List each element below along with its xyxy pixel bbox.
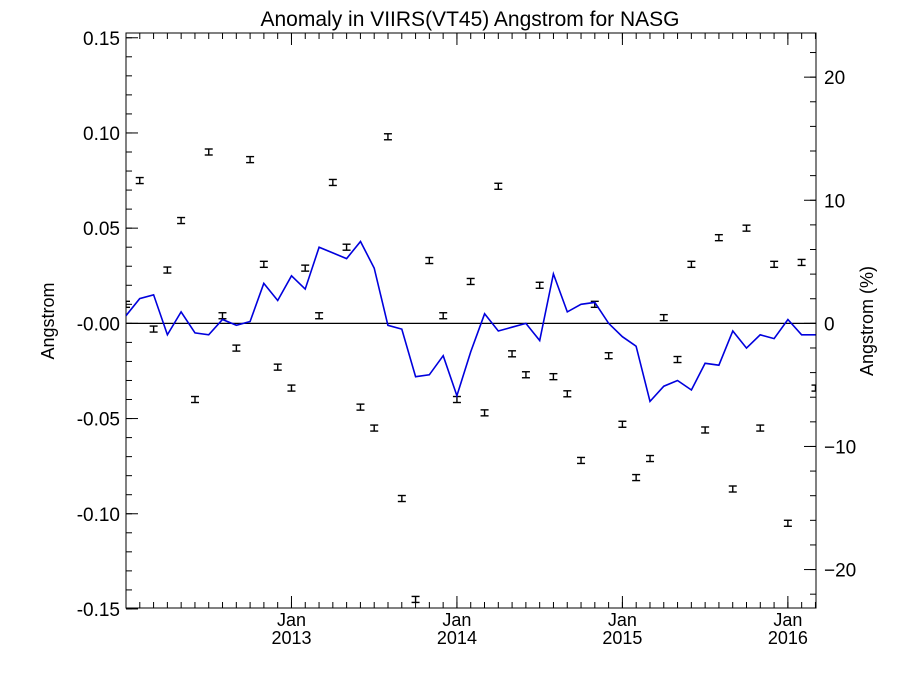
data-point: [714, 233, 723, 242]
y-tick-label-right-2: 0: [824, 314, 835, 335]
y-tick-label-right-3: −10: [824, 437, 856, 458]
data-point: [508, 350, 517, 358]
data-point: [135, 176, 144, 185]
y-axis-right: 20 10 0 −10 −20: [804, 52, 856, 595]
data-point: [577, 456, 586, 465]
data-point: [494, 182, 503, 190]
data-point: [756, 424, 765, 432]
y-axis-label-right: Angstrom (%): [857, 266, 877, 376]
x-tick-month-2: Jan: [608, 610, 637, 630]
x-tick-year-1: 2014: [437, 628, 477, 648]
data-point: [301, 264, 310, 272]
y-tick-label-left-2: 0.05: [83, 219, 120, 240]
data-point: [480, 409, 489, 417]
data-point: [563, 390, 572, 398]
data-point: [356, 403, 365, 411]
data-point: [797, 258, 806, 267]
data-point: [287, 384, 296, 392]
anomaly-points: [126, 133, 816, 604]
data-point: [770, 260, 779, 269]
data-point: [126, 300, 130, 309]
data-point: [535, 281, 544, 289]
y-tick-label-left-6: -0.15: [77, 600, 120, 621]
y-axis-left: 0.15 0.10 0.05 -0.00 -0.05 -0.10 -0.15: [77, 29, 138, 621]
x-tick-year-2: 2015: [602, 628, 642, 648]
data-point: [232, 344, 241, 352]
data-point: [466, 277, 475, 286]
data-point: [549, 372, 558, 381]
y-tick-label-right-4: −20: [824, 561, 856, 582]
y-tick-label-left-4: -0.05: [77, 410, 120, 431]
data-point: [342, 243, 351, 251]
data-point: [425, 256, 434, 265]
x-tick-month-0: Jan: [277, 610, 306, 630]
y-axis-label-left: Angstrom: [38, 282, 58, 359]
data-point: [687, 260, 696, 269]
data-point: [370, 424, 379, 432]
data-point: [728, 485, 737, 493]
data-point: [246, 155, 255, 164]
data-point: [204, 148, 213, 156]
data-point: [397, 494, 406, 503]
data-point: [521, 371, 530, 379]
data-point: [604, 352, 613, 360]
data-point: [811, 384, 816, 392]
data-point: [328, 178, 337, 187]
anomaly-series-line: [126, 240, 816, 404]
data-point: [783, 519, 792, 527]
data-point: [218, 312, 227, 320]
data-point: [742, 224, 751, 232]
y-tick-label-left-5: -0.10: [77, 505, 120, 526]
y-tick-label-left-0: 0.15: [83, 29, 120, 50]
data-point: [659, 313, 668, 322]
x-tick-month-3: Jan: [773, 610, 802, 630]
y-tick-label-right-1: 10: [824, 191, 845, 212]
data-point: [149, 325, 158, 333]
data-point: [273, 363, 282, 371]
anomaly-line: [126, 240, 816, 404]
y-tick-label-right-0: 20: [824, 68, 845, 89]
y-tick-label-left-1: 0.10: [83, 124, 120, 145]
data-point: [646, 454, 655, 463]
chart-title: Anomaly in VIIRS(VT45) Angstrom for NASG: [261, 8, 680, 31]
y-tick-label-left-3: -0.00: [77, 314, 120, 335]
data-point: [632, 473, 641, 482]
data-point: [673, 355, 682, 364]
x-tick-year-3: 2016: [768, 628, 808, 648]
data-point: [383, 133, 392, 141]
data-point: [411, 595, 420, 604]
data-point: [618, 420, 627, 428]
data-point: [315, 312, 324, 320]
x-tick-month-1: Jan: [442, 610, 471, 630]
data-point: [191, 395, 199, 404]
data-point: [163, 266, 172, 274]
data-point: [701, 426, 710, 434]
x-tick-year-0: 2013: [271, 628, 311, 648]
plot-frame: [125, 32, 817, 609]
data-point: [177, 216, 186, 225]
data-point: [259, 260, 268, 269]
data-point: [439, 312, 448, 320]
